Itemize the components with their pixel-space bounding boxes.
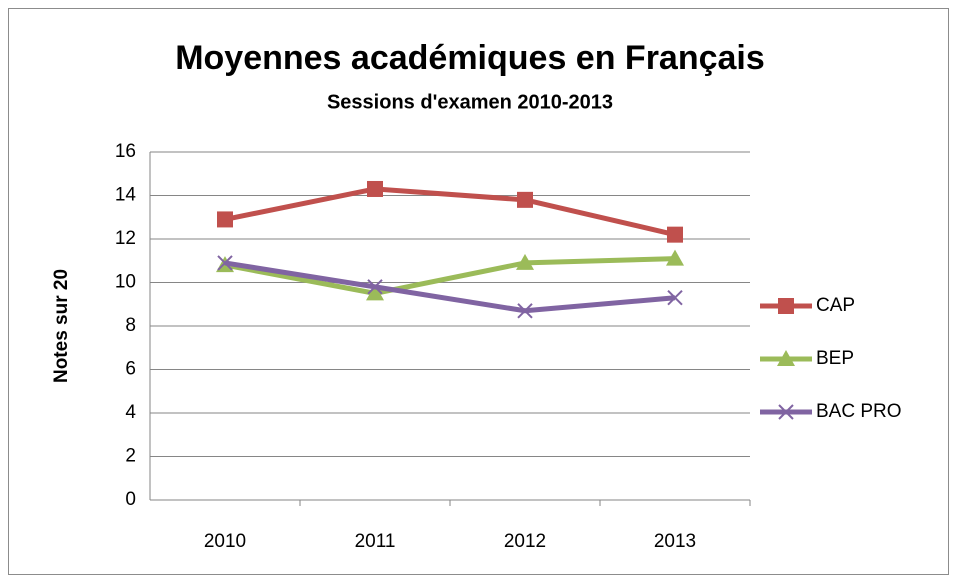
y-tick-label: 4 (125, 402, 136, 423)
marker (517, 303, 533, 319)
series-line (224, 260, 676, 314)
marker (666, 249, 684, 266)
x-tick-label: 2010 (204, 531, 246, 552)
y-tick-label: 0 (125, 489, 136, 510)
marker (367, 279, 383, 295)
x-tick-label: 2011 (355, 531, 396, 552)
marker (516, 253, 534, 270)
marker (778, 404, 794, 420)
y-tick-label: 16 (115, 141, 136, 162)
legend-label: BAC PRO (816, 401, 902, 422)
chart-subtitle: Sessions d'examen 2010-2013 (327, 91, 613, 113)
y-tick-label: 6 (125, 359, 136, 380)
y-axis-label: Notes sur 20 (51, 269, 72, 383)
marker (367, 180, 383, 197)
x-tick-label: 2012 (504, 531, 546, 552)
y-tick-label: 14 (115, 185, 137, 206)
marker (667, 290, 683, 306)
legend-label: CAP (816, 295, 855, 316)
marker (217, 211, 233, 228)
chart-border (8, 8, 949, 575)
series-line (224, 186, 676, 238)
y-tick-label: 12 (115, 228, 136, 249)
chart-title: Moyennes académiques en Français (175, 39, 765, 77)
x-tick-label: 2013 (654, 531, 696, 552)
marker (778, 298, 794, 314)
y-tick-label: 2 (125, 446, 136, 467)
legend-label: BEP (816, 348, 854, 369)
marker (777, 350, 795, 366)
y-tick-label: 8 (125, 315, 136, 336)
marker (366, 284, 384, 301)
y-tick-label: 10 (115, 272, 136, 293)
marker (217, 255, 233, 271)
series-line (224, 256, 676, 296)
marker (667, 226, 683, 243)
marker (517, 191, 533, 208)
